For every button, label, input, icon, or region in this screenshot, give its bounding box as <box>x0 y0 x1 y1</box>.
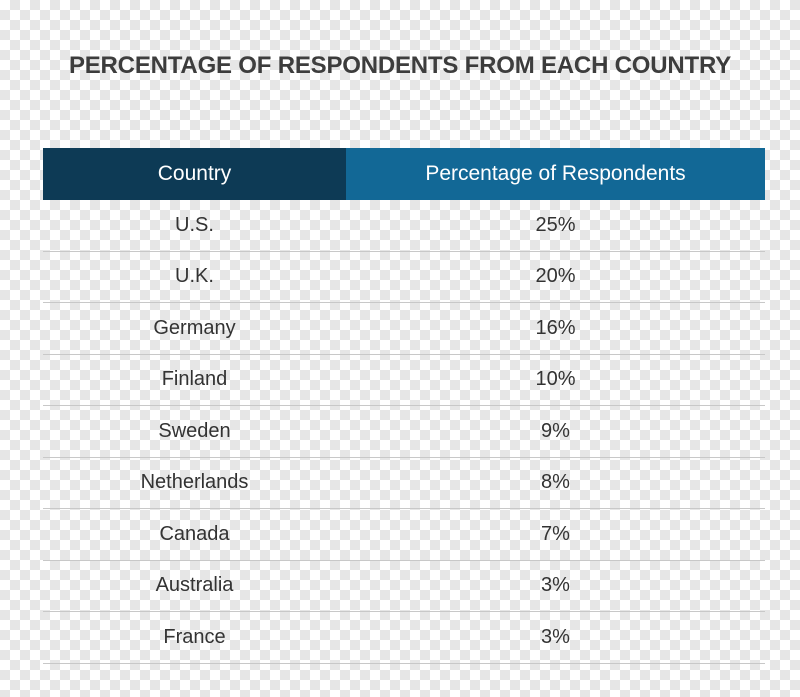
table-row: U.S. 25% <box>43 200 765 252</box>
table-row: Sweden 9% <box>43 406 765 458</box>
country-cell: Netherlands <box>140 471 249 494</box>
country-cell: Germany <box>153 316 236 339</box>
country-cell: Sweden <box>158 419 231 442</box>
table-row: Canada 7% <box>43 509 765 561</box>
percentage-cell: 25% <box>535 213 576 236</box>
percentage-cell: 10% <box>535 368 576 391</box>
country-cell: Australia <box>155 574 234 597</box>
table-row: France 3% <box>43 612 765 664</box>
percentage-cell: 7% <box>541 522 570 545</box>
country-cell: France <box>163 625 226 648</box>
chart-title: PERCENTAGE OF RESPONDENTS FROM EACH COUN… <box>68 52 732 79</box>
column-header-country: Country <box>43 148 346 200</box>
table-row: Netherlands 8% <box>43 458 765 509</box>
percentage-cell: 9% <box>541 419 570 442</box>
table-row: U.K. 20% <box>43 252 765 303</box>
table-row: Australia 3% <box>43 561 765 612</box>
percentage-cell: 3% <box>541 625 570 648</box>
table-body: U.S. 25% U.K. 20% Germany 16% Finland 10% Sweden… <box>43 200 765 664</box>
table-row: Finland 10% <box>43 355 765 406</box>
country-cell: U.K. <box>175 265 214 288</box>
table-header: Country Percentage of Respondents <box>43 148 765 200</box>
percentage-cell: 20% <box>535 265 576 288</box>
percentage-cell: 3% <box>541 574 570 597</box>
country-cell: Canada <box>159 522 230 545</box>
table-row: Germany 16% <box>43 303 765 355</box>
percentage-cell: 16% <box>535 316 576 339</box>
country-cell: Finland <box>161 368 228 391</box>
data-table: Country Percentage of Respondents U.S. 25… <box>43 148 765 664</box>
column-header-percentage: Percentage of Respondents <box>346 148 765 200</box>
percentage-cell: 8% <box>541 471 570 494</box>
country-cell: U.S. <box>175 213 214 236</box>
